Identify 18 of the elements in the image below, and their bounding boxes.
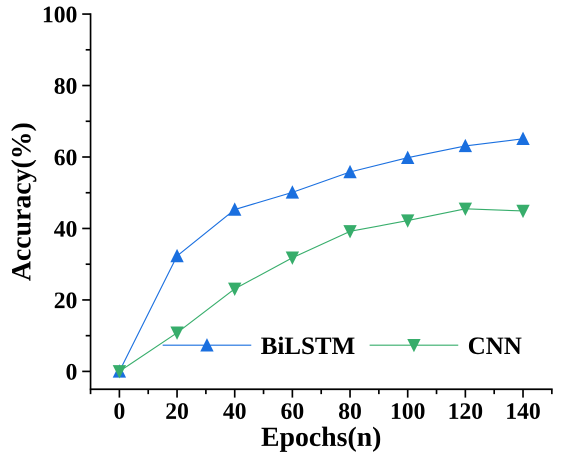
legend-label: CNN xyxy=(468,337,522,354)
y-tick-label: 100 xyxy=(44,6,76,22)
y-tick-label: 40 xyxy=(54,220,76,237)
x-tick-label: 120 xyxy=(450,403,482,420)
y-tick-label: 80 xyxy=(54,78,76,94)
x-tick-label: 40 xyxy=(223,403,246,420)
y-axis-title: Accuracy(%) xyxy=(11,123,36,281)
x-tick-label: 80 xyxy=(339,403,361,420)
x-tick-label: 0 xyxy=(114,403,124,420)
x-tick-label: 20 xyxy=(166,403,188,420)
y-tick-label: 20 xyxy=(54,292,76,308)
x-tick-label: 60 xyxy=(281,403,304,420)
x-tick-label: 140 xyxy=(507,403,540,420)
y-tick-label: 60 xyxy=(54,149,76,166)
x-tick-label: 100 xyxy=(392,403,425,420)
legend-label: BiLSTM xyxy=(261,336,354,354)
y-tick-label: 0 xyxy=(66,364,76,380)
x-axis-title: Epochs(n) xyxy=(261,426,380,452)
